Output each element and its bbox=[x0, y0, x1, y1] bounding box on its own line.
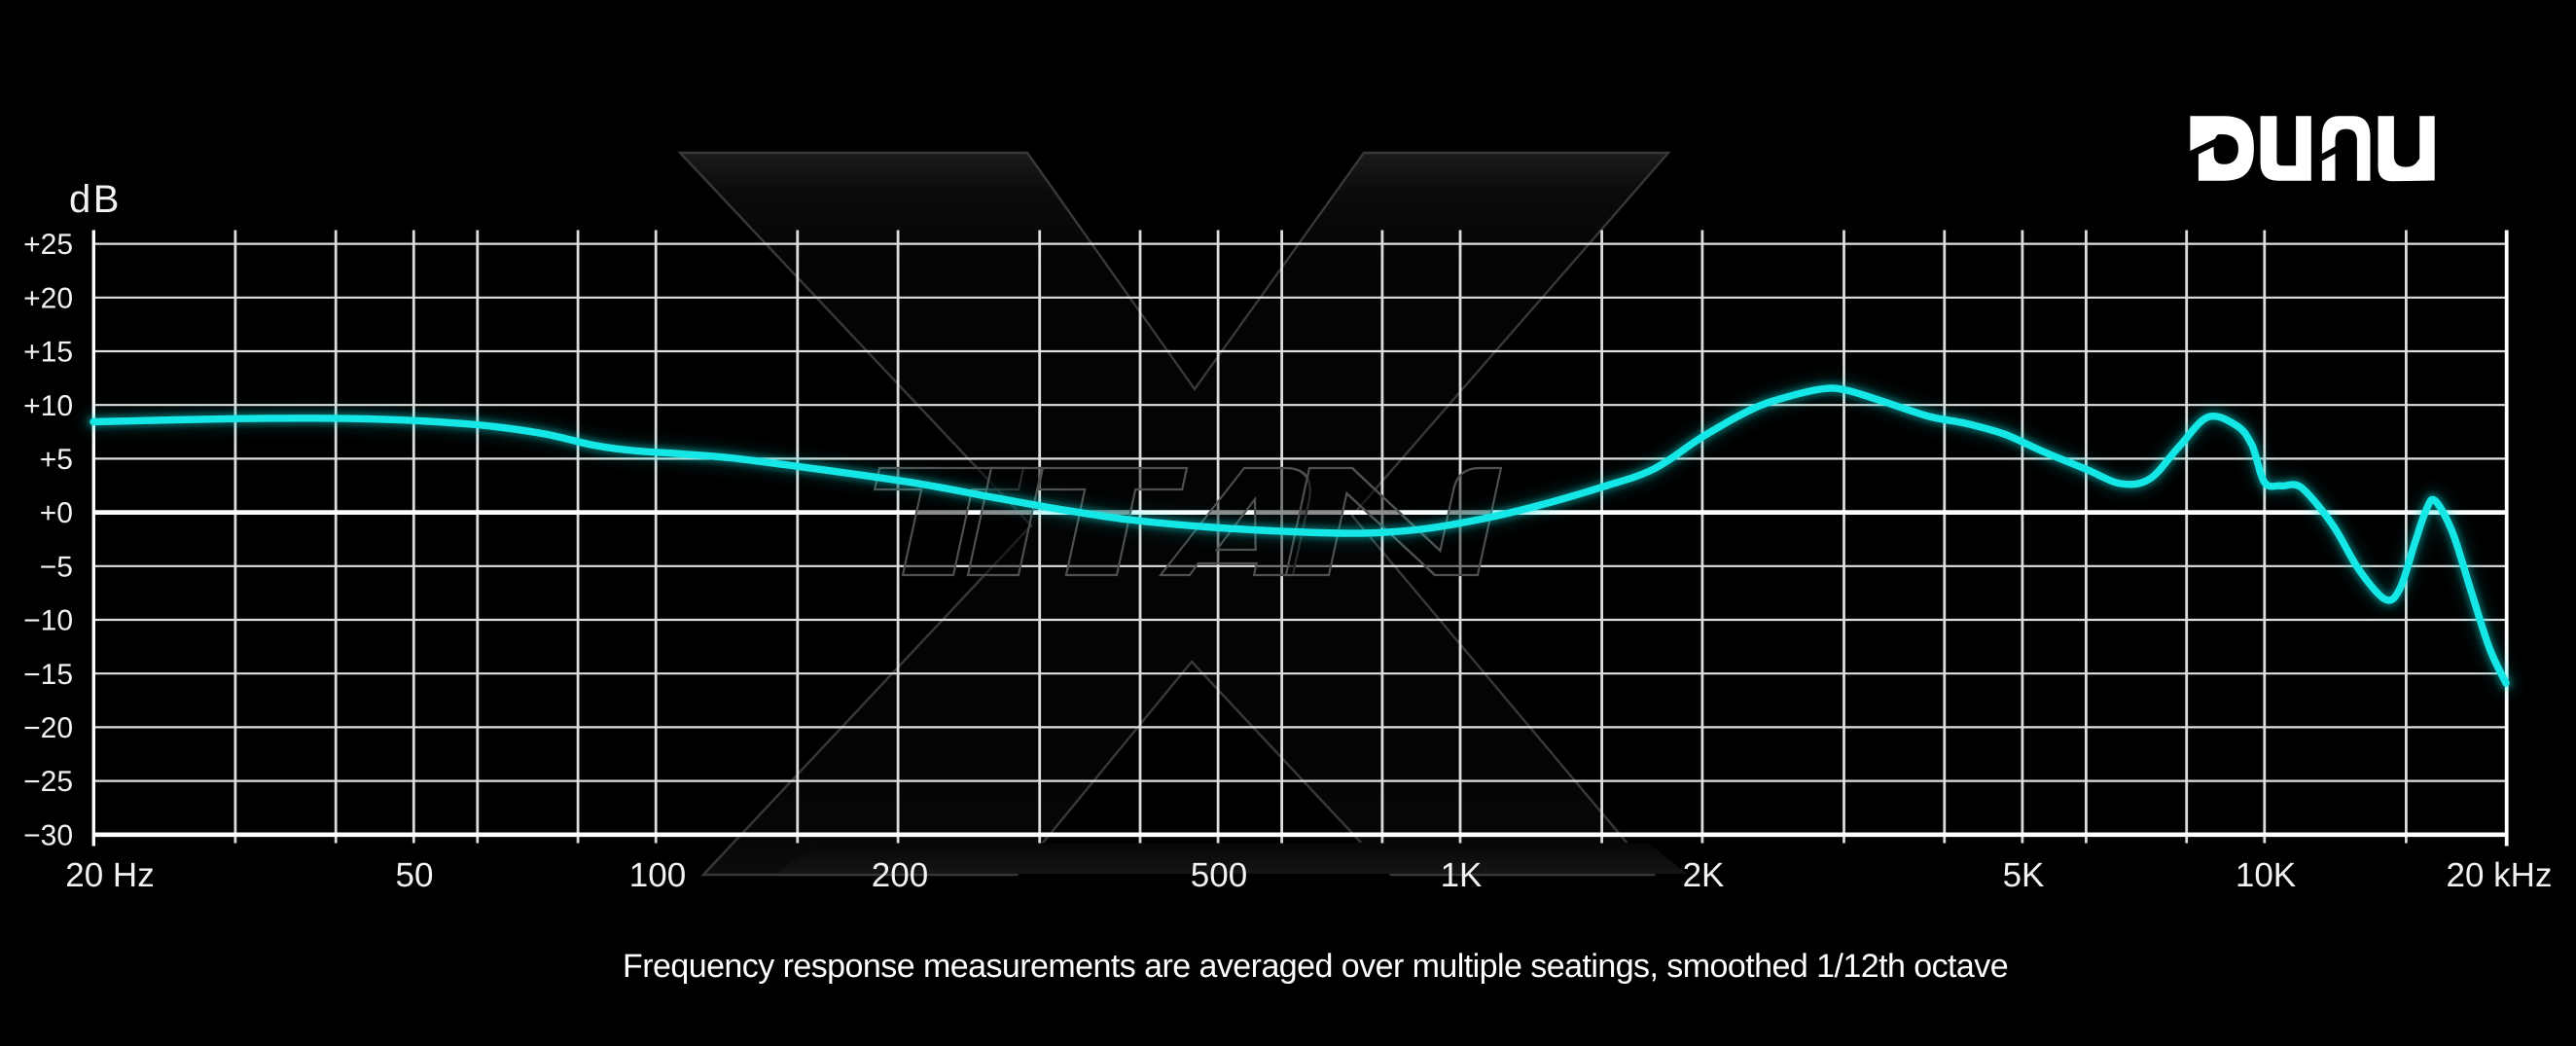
svg-text:100: 100 bbox=[629, 856, 686, 894]
svg-text:−25: −25 bbox=[23, 766, 73, 798]
svg-text:−10: −10 bbox=[23, 605, 73, 637]
svg-text:5K: 5K bbox=[2003, 856, 2045, 894]
svg-text:1K: 1K bbox=[1441, 856, 1483, 894]
svg-text:500: 500 bbox=[1191, 856, 1247, 894]
svg-text:10K: 10K bbox=[2236, 856, 2296, 894]
svg-text:dB: dB bbox=[69, 178, 122, 221]
svg-text:200: 200 bbox=[872, 856, 928, 894]
svg-text:+20: +20 bbox=[23, 282, 73, 314]
svg-text:−30: −30 bbox=[23, 819, 73, 851]
svg-text:+25: +25 bbox=[23, 229, 73, 261]
svg-text:20 Hz: 20 Hz bbox=[65, 856, 154, 894]
svg-text:−5: −5 bbox=[40, 551, 73, 583]
svg-text:20 kHz: 20 kHz bbox=[2447, 856, 2553, 894]
svg-text:−20: −20 bbox=[23, 712, 73, 744]
svg-text:+0: +0 bbox=[40, 497, 73, 529]
svg-text:+5: +5 bbox=[40, 444, 73, 476]
svg-text:50: 50 bbox=[396, 856, 434, 894]
svg-text:2K: 2K bbox=[1683, 856, 1725, 894]
svg-text:−15: −15 bbox=[23, 659, 73, 691]
svg-text:Frequency response measurement: Frequency response measurements are aver… bbox=[623, 948, 2008, 985]
svg-text:+10: +10 bbox=[23, 390, 73, 422]
svg-text:+15: +15 bbox=[23, 337, 73, 369]
